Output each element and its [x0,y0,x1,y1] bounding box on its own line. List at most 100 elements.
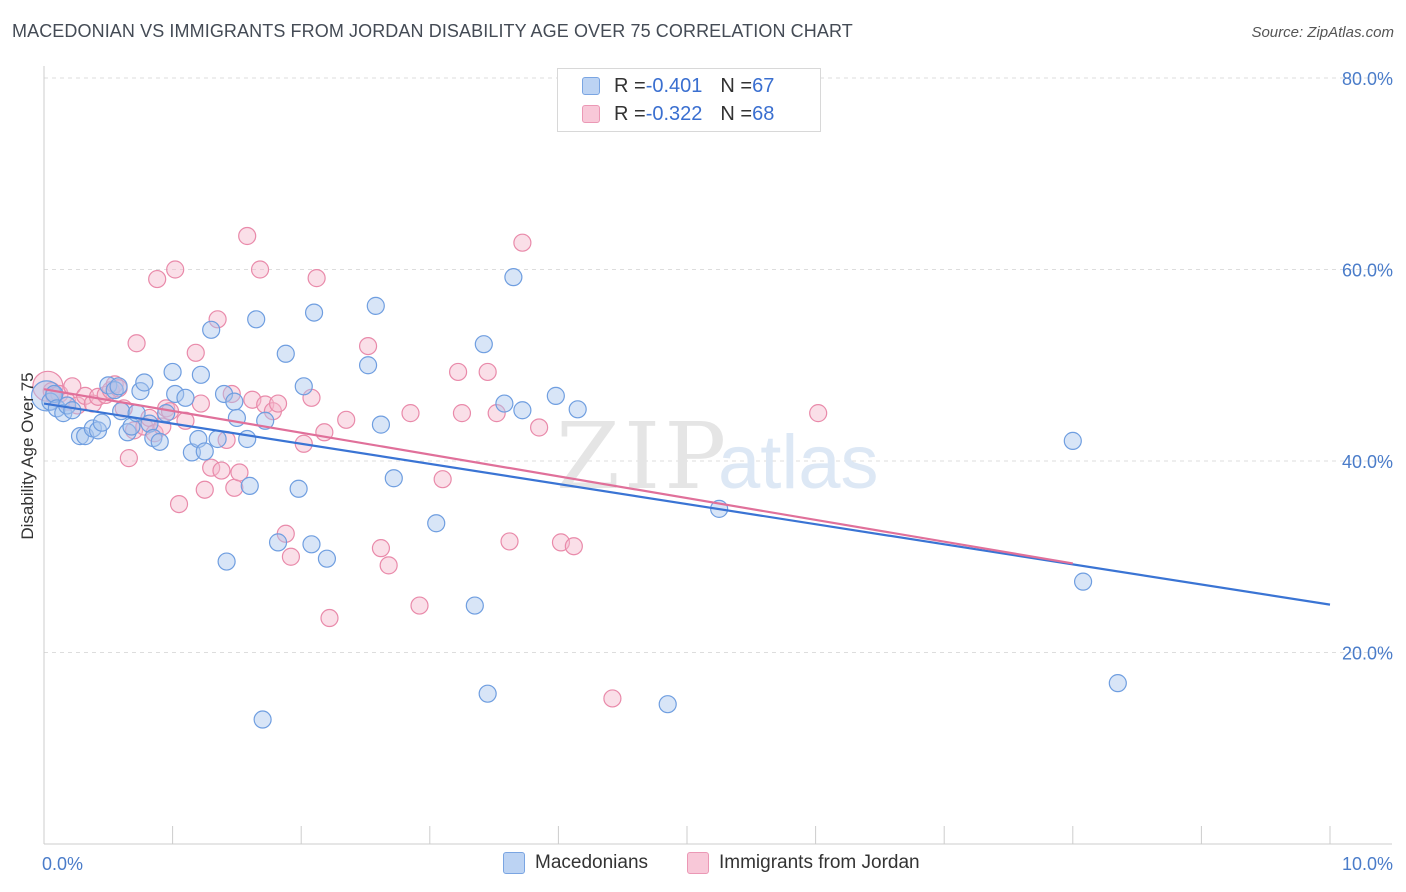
legend-row-macedonians: R = -0.401 N = 67 [582,73,774,99]
data-point [809,404,828,423]
legend-r-value: -0.322 [645,102,703,125]
data-point [119,449,138,468]
axes [43,66,1392,845]
trend-lines [43,388,1331,606]
data-point [253,710,272,729]
data-point [530,418,549,437]
data-point [366,296,385,315]
data-point [202,458,221,477]
bottom-legend-swatch-blue [503,852,525,874]
data-point [384,469,403,488]
data-point [495,394,514,413]
data-point [513,401,532,420]
y-axis-title: Disability Age Over 75 [18,372,37,540]
data-point [109,377,128,396]
tick-labels: 20.0% 40.0% 60.0% 80.0% 0.0% 10.0% [42,69,1393,874]
source-credit: Source: ZipAtlas.com [1251,24,1394,41]
data-point [214,384,234,404]
watermark-zip: ZIP [556,403,730,510]
data-point [225,478,244,497]
legend-swatch-pink [582,105,600,123]
data-point [169,494,189,514]
legend-r-label: R = [614,74,646,97]
data-point [225,392,244,411]
data-point [289,479,308,498]
data-point [513,233,532,252]
data-point [358,337,378,356]
data-point [487,404,506,423]
data-point [268,394,288,413]
data-point [427,514,446,533]
grid-lines [44,77,1392,653]
data-point [568,400,587,419]
data-point [63,401,82,420]
data-point [337,410,356,429]
legend-row-jordan: R = -0.322 N = 68 [582,101,774,127]
y-tick-label: 20.0% [1342,644,1393,664]
data-point [217,552,236,571]
data-point [603,689,622,708]
data-point [157,404,176,423]
data-point [401,404,420,423]
data-point [452,404,472,423]
data-point [212,461,231,480]
watermark: ZIP atlas [556,403,879,510]
data-point [371,415,391,434]
data-point [230,463,249,482]
x-tick-label: 10.0% [1342,854,1393,874]
data-point [166,260,185,279]
data-point [247,310,266,329]
legend-n-value: 67 [752,74,775,97]
data-point [448,362,468,382]
data-point [166,384,185,404]
data-point [208,429,227,449]
data-point [658,695,677,714]
legend-n-value: 68 [752,102,775,125]
data-point [478,362,497,382]
legend-n-label: N = [720,74,753,97]
watermark-atlas: atlas [718,420,879,505]
data-point [238,429,257,449]
data-point [500,532,519,551]
chart-title: MACEDONIAN VS IMMIGRANTS FROM JORDAN DIS… [12,21,853,41]
data-point [1073,572,1093,591]
x-tick-label: 0.0% [42,854,83,874]
data-point [281,547,301,566]
data-point [195,442,214,461]
data-point [371,539,391,558]
bottom-legend-jordan: Immigrants from Jordan [687,852,920,874]
data-point [410,596,429,615]
data-point [294,377,313,396]
legend-swatch-blue [582,77,600,95]
data-point [148,269,167,289]
data-point [433,470,452,489]
y-tick-label: 80.0% [1342,69,1393,89]
series-macedonians-points [30,268,1127,729]
series-immigrants-from-jordan-points [32,226,828,708]
data-point [92,413,111,432]
data-point [131,382,150,401]
correlation-legend: R = -0.401 N = 67 R = -0.322 N = 68 [557,68,821,132]
data-point [250,260,270,279]
data-point [268,533,288,552]
data-point [186,343,205,362]
data-point [307,269,326,288]
bottom-legend-swatch-pink [687,852,709,874]
data-point [238,226,257,246]
data-point [276,344,295,363]
data-point [504,268,523,287]
data-point [474,335,493,354]
data-point [202,320,221,339]
data-point [1108,674,1127,693]
data-point [240,476,259,495]
data-point [191,394,210,413]
data-point [379,556,398,575]
data-point [317,549,337,568]
data-point [465,596,484,615]
data-point [564,537,583,556]
y-tick-label: 60.0% [1342,261,1393,281]
data-point [358,356,378,375]
data-point [127,334,146,353]
data-point [302,535,321,554]
data-point [546,386,565,405]
